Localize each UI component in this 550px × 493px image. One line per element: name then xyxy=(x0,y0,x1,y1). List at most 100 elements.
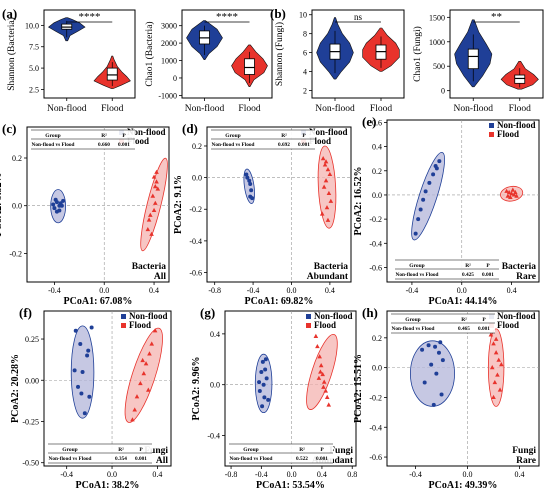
corner-label-1: Bacteria xyxy=(314,262,349,272)
nonflood-point xyxy=(85,353,90,358)
table-header: Group xyxy=(243,447,259,453)
x-tick-label: 0.4 xyxy=(515,470,525,479)
y-tick-label: -0.2 xyxy=(369,215,382,224)
y-axis-label: PCoA2: 15.51% xyxy=(353,354,364,423)
nonflood-point xyxy=(78,341,83,346)
legend-label-nonflood: Non-flood xyxy=(314,311,353,321)
panel-label: (h) xyxy=(362,305,378,320)
flood-point xyxy=(488,332,494,337)
nonflood-point xyxy=(247,178,252,183)
flood-point xyxy=(325,217,331,222)
plot-frame xyxy=(206,126,352,283)
nonflood-point xyxy=(433,344,438,349)
stats-table-bg xyxy=(391,314,495,333)
flood-point xyxy=(495,372,500,377)
corner-label-1: Bacteria xyxy=(502,262,537,272)
y-tick-label: 0.2 xyxy=(372,167,382,176)
y-tick-label: 10.0 xyxy=(25,21,39,30)
flood-point xyxy=(508,194,513,199)
stats-table-bg xyxy=(31,130,135,149)
stats-table: Group R² P Non-flood vs Flood 0.354 0.001 xyxy=(48,443,152,464)
panel-label: (f) xyxy=(19,305,32,320)
confidence-ellipse xyxy=(409,340,455,407)
x-tick-label: -0.4 xyxy=(247,286,260,295)
y-tick-label: -0.4 xyxy=(369,423,382,432)
flood-point xyxy=(321,184,327,189)
y-axis-label: PCoA2: 9.1% xyxy=(173,175,184,234)
table-header: R² xyxy=(461,317,467,323)
nonflood-point xyxy=(86,348,91,353)
stats-table: Group R² P Non-flood vs Flood 0.692 0.001 xyxy=(211,129,315,150)
x-tick-label: 0.0 xyxy=(107,470,117,479)
y-tick-label: -0.4 xyxy=(189,237,202,246)
flood-point xyxy=(514,193,519,198)
flood-point xyxy=(325,167,331,172)
nonflood-point xyxy=(431,172,436,177)
flood-point xyxy=(146,217,152,222)
flood-point xyxy=(134,394,140,399)
table-header: P xyxy=(320,447,324,453)
nonflood-point xyxy=(438,340,443,345)
table-header: Group xyxy=(405,317,421,323)
flood-point xyxy=(321,384,326,389)
flood-point xyxy=(149,231,154,236)
y-tick-label: 0.25 xyxy=(25,335,39,344)
nonflood-point xyxy=(440,358,445,363)
significance-label: ns xyxy=(354,12,363,22)
nonflood-point xyxy=(421,197,426,202)
pcoa-panel-d: -0.8 -0.4 0.0 0.4 -0.6 -0.4 -0.2 0.0 0.2 PCoA1: 6… xyxy=(173,121,352,307)
y-tick-label: -1000 xyxy=(158,91,177,100)
y-tick-label: 0 xyxy=(441,87,445,96)
flood-point xyxy=(505,193,511,198)
y-tick-label: 3000 xyxy=(161,22,177,31)
nonflood-point xyxy=(245,175,250,180)
flood-point xyxy=(321,379,327,384)
violin-panel-b1: 2 4 6 8 10 Shannon (Fungi) Non-flood Flood ns (b) xyxy=(270,6,405,114)
nonflood-point xyxy=(429,362,434,367)
nonflood-point xyxy=(413,231,418,236)
x-tick-label: -0.8 xyxy=(208,286,221,295)
flood-point xyxy=(493,336,499,341)
y-axis-label: Shannon (Bacteria) xyxy=(6,17,17,91)
table-header: Group xyxy=(45,133,61,139)
y-axis-label: PCoA2: 20.28% xyxy=(10,354,21,423)
nonflood-point xyxy=(79,391,84,396)
flood-point xyxy=(327,171,333,177)
flood-point xyxy=(313,333,319,339)
table-cell: 0.001 xyxy=(135,456,147,462)
legend-label-flood: Flood xyxy=(309,136,331,146)
nonflood-point xyxy=(266,397,271,402)
x-tick-label: Non-flood xyxy=(47,103,87,114)
nonflood-point xyxy=(416,217,421,222)
flood-point xyxy=(497,387,503,392)
y-axis-label: PCoA2: 9.32% xyxy=(0,173,4,237)
flood-point xyxy=(145,226,151,232)
x-axis-label: PCoA1: 44.14% xyxy=(429,296,498,307)
x-tick-label: 0.0 xyxy=(457,286,467,295)
y-tick-label: 0.0 xyxy=(192,174,202,183)
x-tick-label: 0.0 xyxy=(99,286,109,295)
violin-panel-b2: 0 500 1000 1500 Chao1 (Fungi) Non-flood Flood *… xyxy=(412,9,544,114)
table-cell: 0.001 xyxy=(298,142,310,148)
panel-label: (g) xyxy=(200,305,215,320)
nonflood-point xyxy=(250,196,255,201)
x-tick-label: Non-flood xyxy=(315,103,355,114)
y-tick-label: 10 xyxy=(299,11,307,20)
legend-swatch-flood xyxy=(489,132,494,137)
legend-label-flood: Flood xyxy=(497,129,519,139)
corner-label-2: Rare xyxy=(516,456,536,466)
x-tick-label: 0.8 xyxy=(347,470,357,479)
corner-label-2: Abundant xyxy=(307,272,349,282)
flood-point xyxy=(326,402,332,407)
flood-point xyxy=(323,159,329,164)
plot-frame xyxy=(181,9,273,99)
corner-label-1: Fungi xyxy=(512,446,536,456)
x-tick-label: Flood xyxy=(101,104,123,114)
stats-table-bg xyxy=(395,260,499,279)
flood-point xyxy=(151,207,157,213)
x-tick-label: 0.4 xyxy=(317,470,327,479)
stats-table-bg xyxy=(229,444,333,463)
legend-swatch-nonflood xyxy=(489,123,494,128)
nonflood-point xyxy=(423,189,428,194)
y-tick-label: -0.4 xyxy=(369,239,382,248)
